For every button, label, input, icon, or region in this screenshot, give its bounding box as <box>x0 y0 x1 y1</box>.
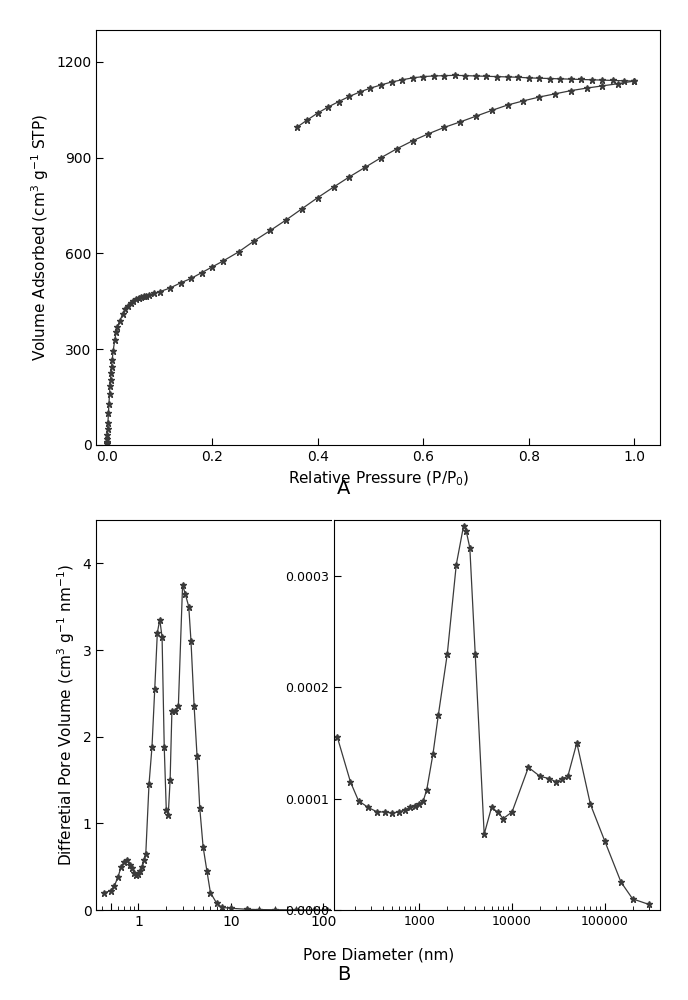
X-axis label: Relative Pressure (P/P$_0$): Relative Pressure (P/P$_0$) <box>288 469 469 488</box>
Text: A: A <box>337 479 351 497</box>
Y-axis label: Volume Adsorbed (cm$^3$ g$^{-1}$ STP): Volume Adsorbed (cm$^3$ g$^{-1}$ STP) <box>29 114 51 361</box>
Text: B: B <box>337 966 351 984</box>
Text: Pore Diameter (nm): Pore Diameter (nm) <box>303 948 454 962</box>
Y-axis label: Differetial Pore Volume (cm$^3$ g$^{-1}$ nm$^{-1}$): Differetial Pore Volume (cm$^3$ g$^{-1}$… <box>55 564 77 866</box>
